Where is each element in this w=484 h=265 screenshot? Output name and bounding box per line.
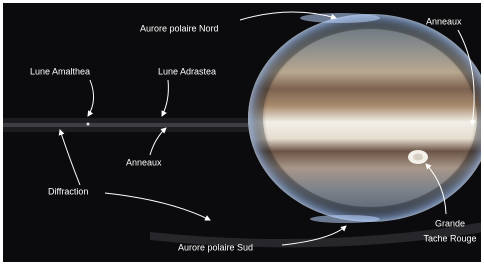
label: Lune Amalthea	[30, 66, 90, 76]
jupiter	[248, 14, 484, 222]
photo	[3, 3, 484, 262]
label: Aurore polaire Sud	[178, 242, 253, 252]
label: Diffraction	[48, 186, 88, 196]
annotated-image: Aurore polaire Nord Anneaux Lune Amalthe…	[0, 0, 484, 265]
label: Grande	[435, 218, 465, 228]
label: Anneaux	[426, 16, 462, 26]
label: Anneaux	[126, 157, 162, 167]
label: Lune Adrastea	[158, 66, 216, 76]
label: Aurore polaire Nord	[140, 23, 219, 33]
label: Tache Rouge	[423, 233, 476, 243]
page: Aurore polaire Nord Anneaux Lune Amalthe…	[0, 0, 484, 265]
moon	[87, 123, 90, 126]
